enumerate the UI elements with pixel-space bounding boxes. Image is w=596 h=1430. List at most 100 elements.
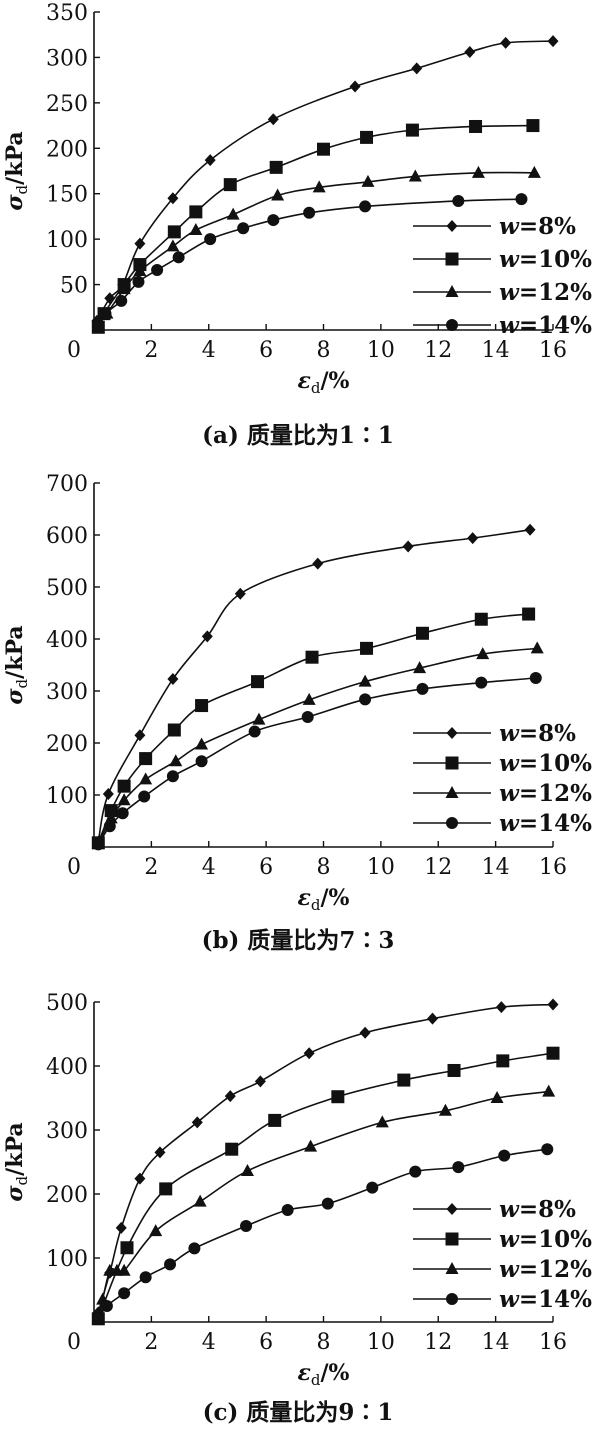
data-point <box>359 200 372 213</box>
data-point <box>303 206 316 219</box>
data-point <box>464 45 476 58</box>
y-tick-label: 200 <box>46 1183 88 1208</box>
data-point <box>271 188 285 201</box>
data-point <box>524 523 536 536</box>
x-axis-label: εd/% <box>298 1360 350 1389</box>
legend-label: w=8% <box>499 213 576 240</box>
data-point <box>360 641 374 655</box>
data-point <box>117 779 131 793</box>
data-point <box>92 838 105 851</box>
data-point <box>195 755 208 768</box>
series-w-8 <box>91 35 559 327</box>
data-point <box>405 123 419 137</box>
data-point <box>281 1204 294 1216</box>
data-point <box>248 725 261 738</box>
legend-label: w=14% <box>499 1286 592 1313</box>
data-point <box>409 1165 422 1178</box>
data-point <box>547 35 559 48</box>
data-point <box>416 682 429 695</box>
data-point <box>475 676 488 689</box>
y-tick-label: 50 <box>60 274 88 299</box>
y-tick-label: 350 <box>46 1 88 26</box>
data-point <box>402 540 414 553</box>
legend-label: w=12% <box>499 279 592 306</box>
data-point <box>515 193 528 206</box>
x-tick-label: 14 <box>482 855 510 880</box>
data-point <box>191 1116 203 1129</box>
x-axis-label: εd/% <box>298 368 350 397</box>
series-w-14 <box>92 672 542 851</box>
data-point <box>132 275 145 288</box>
data-point <box>447 1063 461 1077</box>
data-point <box>99 307 112 320</box>
data-point <box>408 169 422 182</box>
data-point <box>527 165 541 178</box>
data-point <box>427 1012 439 1025</box>
x-tick-label: 0 <box>67 1330 81 1355</box>
series-w-8 <box>92 523 536 848</box>
legend-label: w=10% <box>499 246 592 273</box>
data-point <box>189 205 203 219</box>
legend-marker-square <box>445 756 459 770</box>
data-point <box>139 772 153 785</box>
data-point <box>471 165 485 178</box>
data-point <box>526 119 540 133</box>
y-tick-label: 200 <box>46 732 88 757</box>
data-point <box>303 1047 315 1060</box>
legend-label: w=8% <box>499 720 576 747</box>
data-point <box>530 641 544 654</box>
y-axis-label: σd/kPa <box>2 625 31 704</box>
y-tick-label: 100 <box>46 1247 88 1272</box>
data-point <box>349 80 361 93</box>
y-tick-label: 400 <box>46 628 88 653</box>
data-point <box>138 790 151 803</box>
data-point <box>301 711 314 723</box>
data-point <box>547 998 559 1011</box>
x-tick-label: 0 <box>67 338 81 363</box>
x-tick-label: 4 <box>202 855 216 880</box>
data-point <box>546 1046 560 1060</box>
chart-a: 50 100 150 200 250 300 350 0 2 4 6 8 10 12 14 16 εd/% σd/… <box>2 1 592 449</box>
legend-marker-square <box>445 1232 459 1246</box>
data-point <box>252 712 266 725</box>
x-tick-label: 14 <box>482 1330 510 1355</box>
x-tick-label: 16 <box>539 338 567 363</box>
data-point <box>302 692 316 705</box>
y-tick-label: 300 <box>46 1119 88 1144</box>
data-point <box>415 626 429 640</box>
data-point <box>118 1287 131 1300</box>
data-point <box>204 233 217 246</box>
x-tick-label: 6 <box>259 1330 273 1355</box>
data-point <box>269 160 283 174</box>
data-point <box>195 737 209 750</box>
data-point <box>495 1001 507 1014</box>
x-tick-label: 10 <box>367 855 395 880</box>
data-point <box>312 557 324 570</box>
legend-marker-triangle <box>445 786 459 798</box>
data-point <box>167 192 179 205</box>
x-tick-label: 2 <box>144 1330 158 1355</box>
x-tick-label: 12 <box>424 855 452 880</box>
y-tick-label: 400 <box>46 1055 88 1080</box>
data-point <box>529 672 542 684</box>
series-w-10 <box>91 607 536 850</box>
y-axis-label: σd/kPa <box>2 1122 31 1201</box>
data-point <box>411 62 423 75</box>
legend-label: w=8% <box>499 1196 576 1223</box>
data-point <box>467 532 479 545</box>
data-point <box>359 1026 371 1039</box>
data-point <box>240 1163 254 1176</box>
y-tick-label: 700 <box>46 472 88 497</box>
data-point <box>490 1091 504 1103</box>
legend-label: w=10% <box>499 750 592 777</box>
data-point <box>172 251 185 264</box>
data-point <box>361 174 375 187</box>
data-point <box>366 1181 379 1194</box>
legend-marker-triangle <box>445 1262 459 1274</box>
x-tick-label: 10 <box>367 1330 395 1355</box>
series-w-14 <box>92 193 528 333</box>
legend-marker-circle <box>446 817 458 829</box>
legend: w=8% w=10% w=12% w=14% <box>413 213 592 339</box>
y-tick-label: 300 <box>46 46 88 71</box>
